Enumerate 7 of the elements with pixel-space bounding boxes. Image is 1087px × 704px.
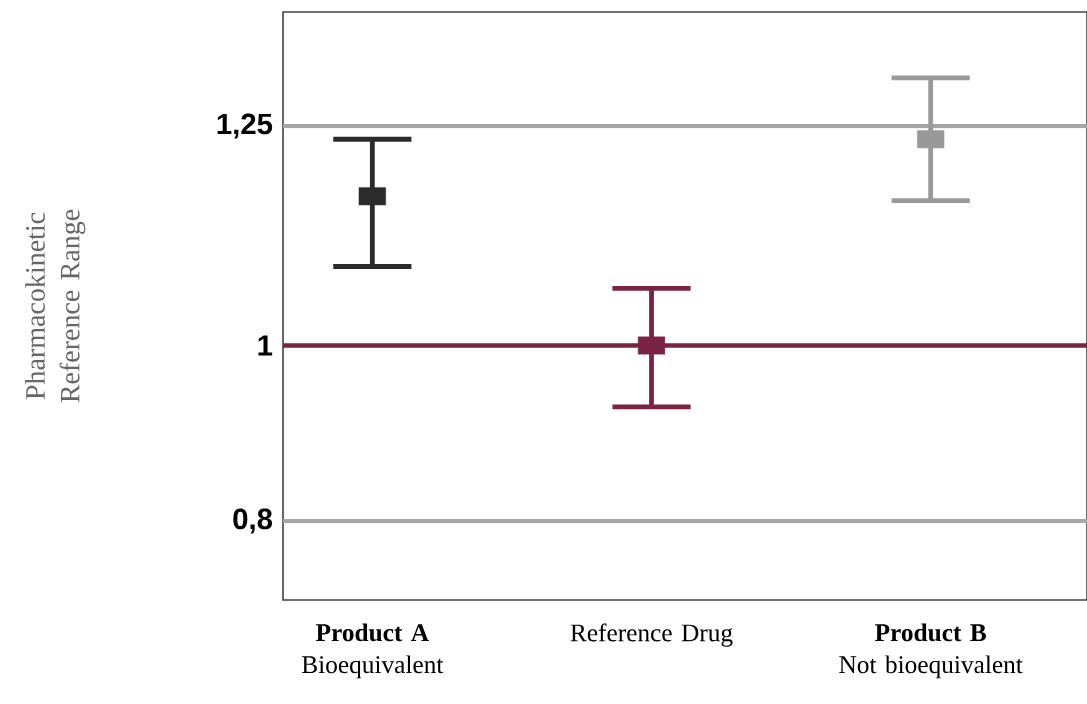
y-axis-title: Pharmacokinetic Reference Range <box>25 209 86 403</box>
x-tick-label: Reference Drug <box>570 623 733 647</box>
y-tick-label: 0,8 <box>233 508 273 534</box>
y-tick-label: 1,25 <box>217 113 273 139</box>
x-tick-label: Product B Not bioequivalent <box>839 623 1023 679</box>
x-tick-label: Product A Bioequivalent <box>302 623 444 679</box>
y-tick-label: 1 <box>258 335 273 356</box>
